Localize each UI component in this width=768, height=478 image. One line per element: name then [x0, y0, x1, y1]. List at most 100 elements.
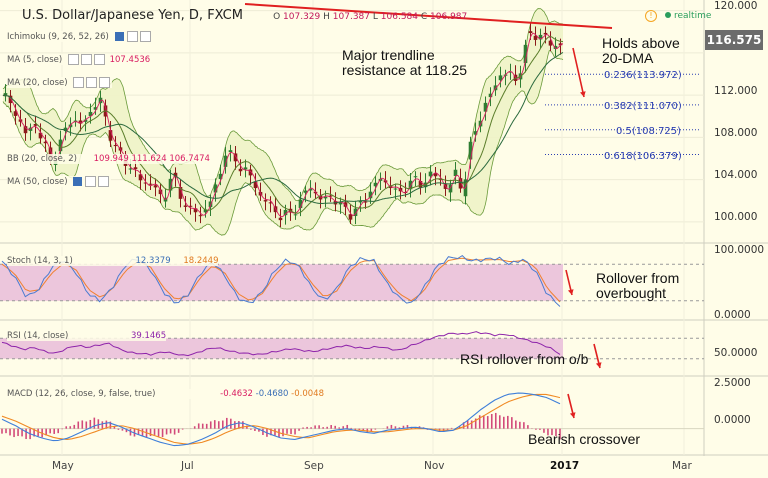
candle-body: [198, 215, 203, 217]
trendline-annotation-line2: resistance at 118.25: [342, 62, 468, 78]
stoch-annotation: Rollover from overbought: [596, 271, 679, 301]
close-icon[interactable]: [93, 54, 105, 65]
visibility-icon[interactable]: [67, 54, 79, 65]
candle-body: [148, 183, 153, 185]
current-price-tag: 116.575: [705, 30, 763, 50]
fibonacci-levels: [545, 73, 700, 155]
stoch-down-arrow-head: [567, 289, 574, 295]
candle-body: [458, 178, 463, 189]
macd-annotation: Bearish crossover: [528, 431, 641, 447]
candle-body: [158, 189, 163, 195]
bollinger-lower: [2, 50, 564, 236]
candle-body: [178, 187, 183, 199]
macd-lines: [0, 392, 704, 447]
ma20-label: MA (20, close): [7, 78, 68, 88]
candle-body: [358, 201, 363, 203]
ma20-line: [2, 36, 564, 214]
trendline-annotation-line1: Major trendline: [342, 47, 435, 63]
bb-values: 109.949 111.624 106.7474: [93, 154, 210, 164]
settings-icon[interactable]: [80, 54, 92, 65]
candle-body: [188, 205, 193, 207]
candle-body: [33, 123, 38, 126]
x-tick: 2017: [550, 460, 580, 472]
visibility-icon[interactable]: [114, 32, 124, 41]
x-tick: Jul: [181, 460, 194, 472]
candle-body: [483, 102, 488, 112]
candle-body: [283, 209, 288, 216]
price-tick: 100.000: [714, 211, 758, 223]
candle-body: [243, 167, 248, 170]
candle-body: [183, 205, 188, 207]
settings-icon[interactable]: [85, 176, 97, 187]
candle-body: [3, 93, 8, 96]
ma50-line: [2, 52, 564, 204]
ohlc-open-key: O: [273, 12, 281, 22]
ohlc-close: 106.987: [430, 12, 468, 22]
ichimoku-legend[interactable]: Ichimoku (9, 26, 52, 26): [7, 31, 153, 42]
candle-body: [553, 45, 558, 49]
close-icon[interactable]: [98, 176, 110, 187]
candle-body: [308, 188, 313, 191]
settings-icon[interactable]: [86, 77, 98, 88]
candle-body: [418, 181, 423, 188]
visibility-icon[interactable]: [73, 177, 83, 186]
candle-body: [338, 202, 343, 205]
chart-title: U.S. Dollar/Japanese Yen, D, FXCM: [22, 8, 243, 23]
x-tick: May: [52, 460, 74, 472]
macd-down-arrow-head: [569, 412, 576, 418]
candle-body: [93, 107, 98, 110]
candle-body: [38, 132, 43, 139]
bb-legend[interactable]: BB (20, close, 2) 109.949 111.624 106.74…: [7, 154, 210, 164]
close-icon[interactable]: [139, 31, 151, 42]
candle-body: [193, 208, 198, 213]
visibility-icon[interactable]: [73, 77, 85, 88]
ohlc-close-key: C: [420, 12, 428, 22]
candle-body: [413, 176, 418, 178]
realtime-dot-icon: [665, 12, 671, 18]
rsi-tick: 50.0000: [714, 347, 758, 359]
ma5-line: [2, 32, 564, 217]
candle-body: [228, 150, 233, 153]
price-down-arrow: [572, 47, 585, 98]
candle-body: [263, 200, 268, 202]
macd-line: [1, 392, 561, 447]
candle-body: [323, 196, 328, 199]
ma5-value: 107.4536: [109, 55, 151, 65]
candle-body: [533, 35, 538, 40]
candle-body: [173, 172, 178, 178]
dma-annotation-line2: 20-DMA: [602, 50, 654, 66]
candle-body: [113, 145, 118, 147]
settings-icon[interactable]: [126, 31, 138, 42]
candle-body: [303, 190, 308, 193]
candle-body: [8, 95, 13, 104]
candle-body: [433, 173, 438, 177]
candle-body: [353, 208, 358, 217]
ma5-label: MA (5, close): [7, 55, 63, 65]
bb-label: BB (20, close, 2): [7, 154, 77, 164]
stoch-band: [0, 264, 563, 301]
ma50-legend[interactable]: MA (50, close): [7, 176, 112, 187]
ma20-legend[interactable]: MA (20, close): [7, 77, 113, 88]
candle-body: [208, 201, 213, 208]
price-tick: 104.000: [714, 169, 758, 181]
stoch-legend[interactable]: Stoch (14, 3, 1) 12.3379 18.2449: [7, 256, 219, 266]
rsi-line: [1, 331, 561, 357]
rsi-line-group: [1, 331, 561, 357]
macd-legend[interactable]: MACD (12, 26, close, 9, false, true) -0.…: [7, 389, 324, 399]
macd-signal-value: -0.4680: [255, 389, 289, 399]
rsi-legend[interactable]: RSI (14, close) 39.1465: [7, 331, 167, 341]
alert-icon[interactable]: !: [645, 10, 657, 22]
candle-body: [213, 184, 218, 193]
macd-signal-line: [1, 393, 561, 445]
ohlc-high: 107.387: [332, 12, 371, 22]
ma5-legend[interactable]: MA (5, close) 107.4536: [7, 54, 151, 65]
candle-body: [363, 201, 368, 203]
realtime-indicator[interactable]: ! realtime: [645, 10, 711, 22]
candle-body: [58, 139, 63, 152]
rsi-down-arrow-head: [595, 362, 602, 368]
close-icon[interactable]: [99, 77, 111, 88]
annotation-arrows: [565, 47, 602, 419]
stoch-d-value: 18.2449: [183, 256, 219, 266]
candle-body: [203, 209, 208, 213]
